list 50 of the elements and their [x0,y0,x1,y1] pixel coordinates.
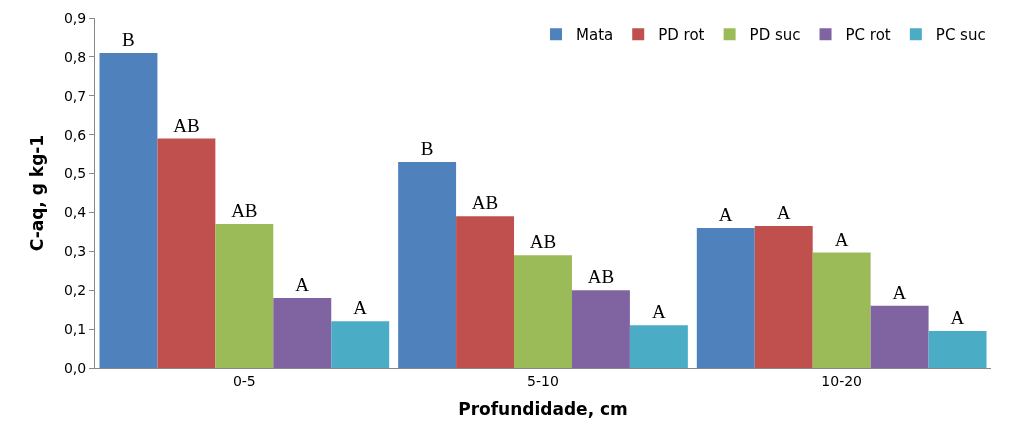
y-tick-label: 0,9 [63,9,87,26]
legend-label: PC suc [935,26,986,45]
y-axis-title: C-aq, g kg-1 [27,134,48,252]
y-tick-label: 0,1 [63,321,87,338]
legend-label: PD suc [749,26,801,45]
bar [215,224,274,368]
bar [571,290,630,368]
data-label: AB [471,192,499,214]
bar [273,298,332,368]
legend-label: PC rot [845,26,891,45]
bar [870,305,929,368]
y-tick-label: 0,7 [63,87,87,104]
bar [812,252,871,368]
data-label: A [892,281,907,303]
bar [398,161,457,368]
data-label: AB [529,231,557,253]
data-label: AB [173,114,200,136]
y-tick-label: 0,5 [63,165,87,182]
data-label: B [420,137,434,159]
x-tick-label: 0-5 [232,372,256,389]
bar [754,226,813,368]
y-tick-label: 0,0 [63,359,87,376]
bar [331,321,390,368]
data-label: A [651,301,666,323]
legend-label: Mata [576,26,614,45]
y-tick-label: 0,8 [63,48,87,65]
y-tick-label: 0,2 [63,282,87,299]
data-label: A [834,228,849,250]
bar [99,53,158,368]
bar [157,138,216,368]
data-label: A [718,204,733,225]
x-tick-label: 5-10 [527,372,559,389]
x-axis-title: Profundidade, cm [458,399,628,420]
y-tick-label: 0,4 [63,204,87,221]
bar [514,255,572,368]
bar [696,228,755,368]
legend-label: PD rot [658,26,705,45]
y-tick-label: 0,6 [63,126,87,143]
y-tick-label: 0,3 [63,243,87,260]
data-label: AB [231,200,258,222]
data-label: A [353,297,368,319]
data-label: A [295,274,310,295]
bar [928,331,987,368]
data-label: A [950,307,965,329]
bar [629,325,688,368]
data-label: B [122,29,135,50]
data-label: AB [587,266,615,288]
x-tick-label: 10-20 [821,372,863,389]
bar [456,216,515,368]
data-label: A [776,202,791,224]
